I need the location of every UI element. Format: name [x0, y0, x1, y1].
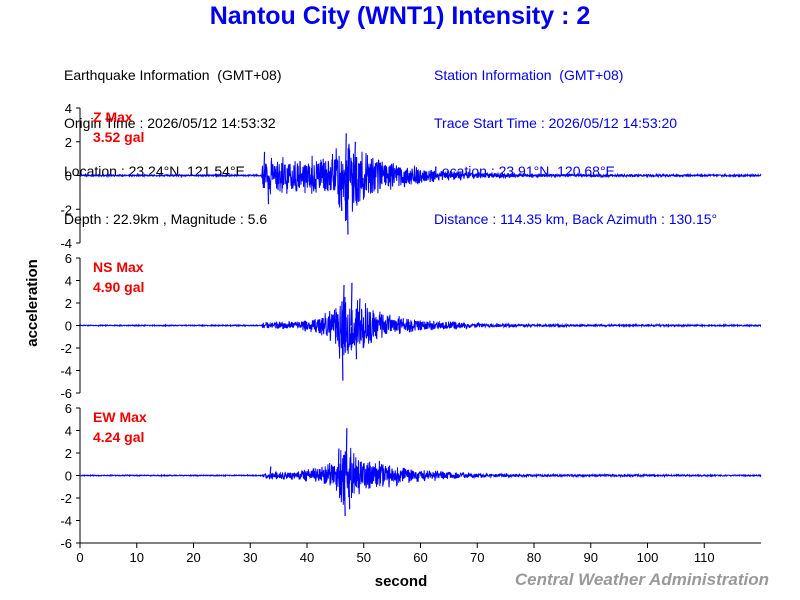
- ns-y-tick-label: -4: [60, 364, 72, 379]
- x-tick-label: 10: [130, 550, 144, 565]
- x-tick-label: 0: [76, 550, 83, 565]
- ns-y-tick-label: 0: [65, 319, 72, 334]
- x-tick-label: 50: [357, 550, 371, 565]
- ns-max-value: 4.90 gal: [93, 279, 144, 295]
- ew-y-tick-label: 4: [65, 424, 72, 439]
- z-peak-spike: [267, 175, 270, 205]
- ew-peak-spike: [348, 475, 351, 510]
- ns-y-tick-label: -2: [60, 341, 72, 356]
- ew-y-tick-label: 2: [65, 446, 72, 461]
- z-y-tick-label: -4: [60, 236, 72, 251]
- trace-start-time: Trace Start Time : 2026/05/12 14:53:20: [434, 115, 678, 131]
- ew-y-tick-label: 0: [65, 469, 72, 484]
- z-max-label: Z Max: [93, 109, 133, 125]
- ns-y-tick-label: 6: [65, 251, 72, 266]
- ew-y-tick-label: 6: [65, 401, 72, 416]
- ns-peak-spike: [342, 284, 345, 326]
- station-info-heading: Station Information (GMT+08): [434, 67, 624, 83]
- ns-peak-spike: [355, 325, 358, 360]
- ew-peak-spike: [343, 475, 346, 517]
- ew-y-tick-label: -2: [60, 491, 72, 506]
- chart-title: Nantou City (WNT1) Intensity : 2: [209, 2, 591, 30]
- ns-waveform: [80, 296, 762, 359]
- earthquake-info: Earthquake Information (GMT+08) Origin T…: [64, 35, 282, 243]
- ew-peak-spike: [337, 448, 340, 476]
- earthquake-info-heading: Earthquake Information (GMT+08): [64, 67, 282, 83]
- x-tick-label: 80: [527, 550, 541, 565]
- ew-y-tick-label: -6: [60, 536, 72, 551]
- x-tick-label: 90: [584, 550, 598, 565]
- z-y-tick-label: 4: [65, 101, 72, 116]
- ns-peak-spike: [341, 325, 344, 381]
- x-tick-label: 30: [243, 550, 257, 565]
- ew-max-value: 4.24 gal: [93, 429, 144, 445]
- ns-peak-spike: [350, 282, 353, 326]
- x-tick-label: 20: [186, 550, 200, 565]
- ew-max-label: EW Max: [93, 409, 147, 425]
- x-tick-label: 70: [470, 550, 484, 565]
- z-y-tick-label: 0: [65, 169, 72, 184]
- ns-peak-spike: [358, 298, 361, 326]
- z-peak-spike: [263, 151, 266, 176]
- x-axis-label: second: [375, 573, 428, 590]
- z-max-value: 3.52 gal: [93, 129, 144, 145]
- z-peak-spike: [354, 141, 356, 176]
- z-waveform: [79, 143, 762, 222]
- ew-y-tick-label: -4: [60, 514, 72, 529]
- z-peak-spike: [344, 133, 347, 176]
- ew-waveform: [80, 447, 762, 505]
- depth-magnitude: Depth : 22.9km , Magnitude : 5.6: [64, 211, 268, 227]
- z-y-tick-label: 2: [65, 135, 72, 150]
- x-tick-label: 40: [300, 550, 314, 565]
- z-peak-spike: [340, 175, 343, 211]
- x-tick-label: 100: [637, 550, 659, 565]
- ns-y-tick-label: 4: [65, 274, 72, 289]
- x-tick-label: 110: [694, 550, 715, 565]
- z-y-tick-label: -2: [60, 202, 72, 217]
- ew-peak-spike: [345, 428, 348, 476]
- z-peak-spike: [346, 175, 349, 235]
- origin-time: Origin Time : 2026/05/12 14:53:32: [64, 115, 276, 131]
- ew-peak-spike: [269, 466, 272, 476]
- distance-azimuth: Distance : 114.35 km, Back Azimuth : 130…: [434, 211, 718, 227]
- agency-credit: Central Weather Administration: [514, 570, 769, 589]
- ns-max-label: NS Max: [93, 259, 144, 275]
- ns-y-tick-label: 2: [65, 296, 72, 311]
- ns-y-tick-label: -6: [60, 386, 72, 401]
- x-tick-label: 60: [413, 550, 427, 565]
- y-axis-label: acceleration: [24, 259, 41, 347]
